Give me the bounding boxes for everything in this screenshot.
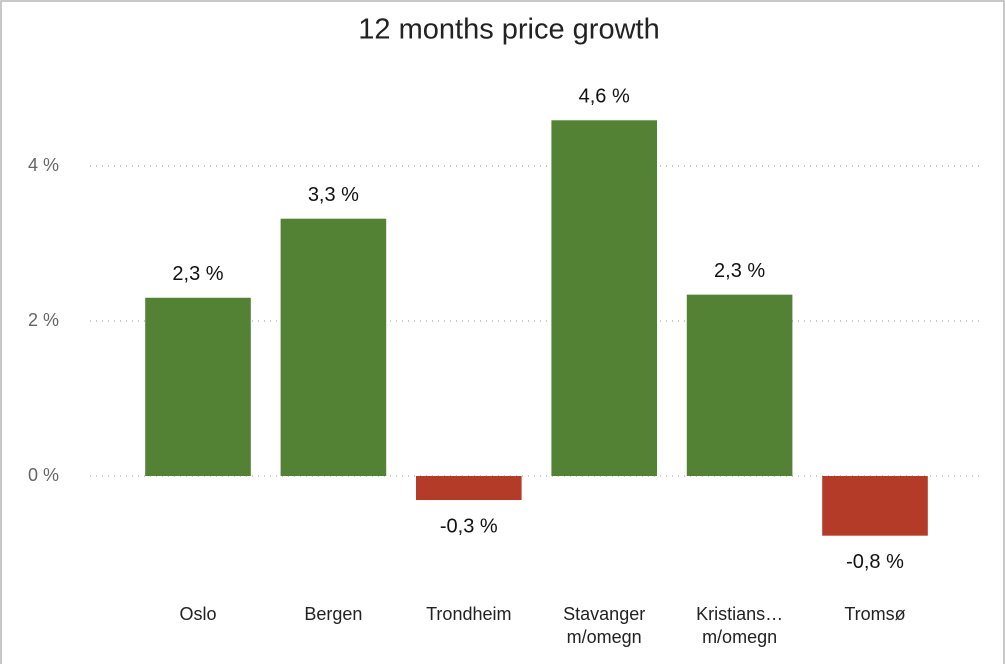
x-tick-label: Trondheim [426,604,512,624]
data-label: 2,3 % [714,260,765,282]
x-tick-label: Kristians… m/omegn [696,604,784,647]
data-label: -0,3 % [440,515,498,537]
y-tick-label: 4 % [28,155,59,175]
data-label: 3,3 % [308,184,359,206]
y-tick-label: 2 % [28,310,59,330]
x-tick-label: Bergen [304,604,363,624]
data-label: -0,8 % [846,551,904,573]
bar [551,120,658,477]
data-label: 2,3 % [172,263,223,285]
bar [686,294,793,476]
chart-title: 12 months price growth [358,14,659,46]
bar [280,218,387,476]
x-tick-label: Stavanger m/omegn [563,604,646,647]
data-label: 4,6 % [579,86,630,108]
bar [145,297,251,476]
bar [415,476,522,501]
x-tick-label: Tromsø [844,604,906,624]
x-tick-label: Oslo [179,604,217,624]
bar [822,476,928,536]
y-tick-label: 0 % [28,465,59,485]
